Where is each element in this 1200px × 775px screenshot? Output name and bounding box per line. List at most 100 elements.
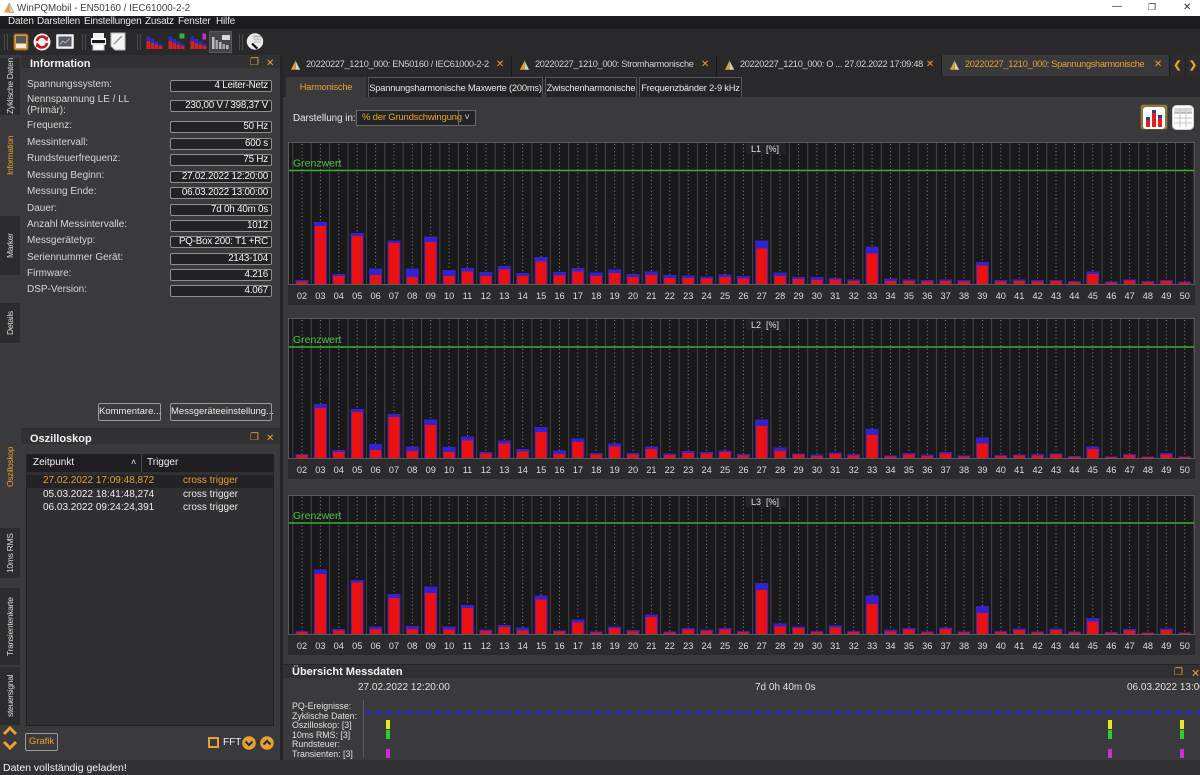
svg-text:11: 11 — [463, 465, 473, 475]
svg-text:14: 14 — [518, 291, 528, 301]
svg-text:18: 18 — [591, 465, 601, 475]
svg-text:23: 23 — [683, 465, 693, 475]
svg-text:23: 23 — [683, 641, 693, 651]
svg-text:47: 47 — [1124, 465, 1134, 475]
svg-text:02: 02 — [297, 465, 307, 475]
svg-text:L1 [%]: L1 [%] — [751, 144, 779, 154]
svg-text:12: 12 — [481, 465, 491, 475]
svg-text:45: 45 — [1088, 291, 1098, 301]
svg-text:09: 09 — [426, 641, 436, 651]
svg-text:05: 05 — [352, 641, 362, 651]
svg-text:15: 15 — [536, 641, 546, 651]
svg-text:24: 24 — [701, 641, 711, 651]
svg-text:29: 29 — [793, 641, 803, 651]
svg-text:02: 02 — [297, 641, 307, 651]
svg-text:40: 40 — [996, 465, 1006, 475]
svg-text:19: 19 — [609, 465, 619, 475]
svg-text:05: 05 — [352, 465, 362, 475]
svg-text:18: 18 — [591, 641, 601, 651]
svg-text:23: 23 — [683, 291, 693, 301]
svg-text:27: 27 — [757, 291, 767, 301]
svg-text:46: 46 — [1106, 465, 1116, 475]
svg-text:36: 36 — [922, 641, 932, 651]
svg-text:22: 22 — [665, 465, 675, 475]
svg-text:49: 49 — [1161, 291, 1171, 301]
svg-text:29: 29 — [793, 465, 803, 475]
svg-text:Grenzwert: Grenzwert — [293, 158, 342, 170]
svg-text:24: 24 — [701, 465, 711, 475]
svg-text:38: 38 — [959, 291, 969, 301]
svg-text:33: 33 — [867, 641, 877, 651]
svg-text:32: 32 — [849, 641, 859, 651]
svg-text:04: 04 — [334, 465, 344, 475]
svg-text:28: 28 — [775, 465, 785, 475]
svg-text:18: 18 — [591, 291, 601, 301]
svg-text:49: 49 — [1161, 641, 1171, 651]
svg-text:38: 38 — [959, 465, 969, 475]
svg-text:25: 25 — [720, 291, 730, 301]
svg-text:30: 30 — [812, 291, 822, 301]
svg-text:11: 11 — [463, 641, 473, 651]
svg-text:46: 46 — [1106, 291, 1116, 301]
svg-text:10: 10 — [444, 641, 454, 651]
svg-text:41: 41 — [1014, 641, 1024, 651]
svg-text:25: 25 — [720, 465, 730, 475]
svg-text:16: 16 — [554, 641, 564, 651]
svg-text:42: 42 — [1032, 641, 1042, 651]
svg-text:33: 33 — [867, 291, 877, 301]
svg-text:08: 08 — [407, 641, 417, 651]
svg-text:Grenzwert: Grenzwert — [293, 510, 342, 522]
svg-text:27: 27 — [757, 465, 767, 475]
svg-text:02: 02 — [297, 291, 307, 301]
svg-text:26: 26 — [738, 291, 748, 301]
svg-text:32: 32 — [849, 465, 859, 475]
svg-text:06: 06 — [370, 291, 380, 301]
svg-text:19: 19 — [609, 641, 619, 651]
svg-text:15: 15 — [536, 291, 546, 301]
svg-text:14: 14 — [518, 641, 528, 651]
svg-text:07: 07 — [389, 641, 399, 651]
svg-text:21: 21 — [646, 465, 656, 475]
svg-text:40: 40 — [996, 641, 1006, 651]
svg-text:21: 21 — [646, 291, 656, 301]
svg-text:41: 41 — [1014, 465, 1024, 475]
svg-text:48: 48 — [1143, 465, 1153, 475]
svg-text:17: 17 — [573, 291, 583, 301]
svg-text:10: 10 — [444, 465, 454, 475]
svg-text:34: 34 — [885, 641, 895, 651]
svg-text:06: 06 — [370, 465, 380, 475]
svg-text:35: 35 — [904, 641, 914, 651]
svg-text:35: 35 — [904, 465, 914, 475]
svg-text:13: 13 — [499, 641, 509, 651]
svg-text:11: 11 — [463, 291, 473, 301]
svg-text:26: 26 — [738, 641, 748, 651]
svg-text:36: 36 — [922, 465, 932, 475]
svg-text:50: 50 — [1180, 465, 1190, 475]
svg-text:49: 49 — [1161, 465, 1171, 475]
svg-text:10: 10 — [444, 291, 454, 301]
svg-text:44: 44 — [1069, 465, 1079, 475]
svg-text:22: 22 — [665, 641, 675, 651]
svg-text:31: 31 — [830, 641, 840, 651]
svg-text:13: 13 — [499, 291, 509, 301]
svg-text:44: 44 — [1069, 641, 1079, 651]
svg-text:26: 26 — [738, 465, 748, 475]
svg-text:28: 28 — [775, 291, 785, 301]
svg-text:30: 30 — [812, 641, 822, 651]
svg-text:31: 31 — [830, 465, 840, 475]
svg-text:47: 47 — [1124, 641, 1134, 651]
svg-text:45: 45 — [1088, 641, 1098, 651]
svg-text:04: 04 — [334, 641, 344, 651]
svg-text:03: 03 — [315, 465, 325, 475]
svg-text:03: 03 — [315, 291, 325, 301]
svg-text:34: 34 — [885, 465, 895, 475]
svg-text:08: 08 — [407, 465, 417, 475]
svg-text:Grenzwert: Grenzwert — [293, 334, 342, 346]
svg-text:50: 50 — [1180, 291, 1190, 301]
svg-text:03: 03 — [315, 641, 325, 651]
svg-text:17: 17 — [573, 465, 583, 475]
svg-text:16: 16 — [554, 291, 564, 301]
svg-text:34: 34 — [885, 291, 895, 301]
svg-text:15: 15 — [536, 465, 546, 475]
svg-text:17: 17 — [573, 641, 583, 651]
